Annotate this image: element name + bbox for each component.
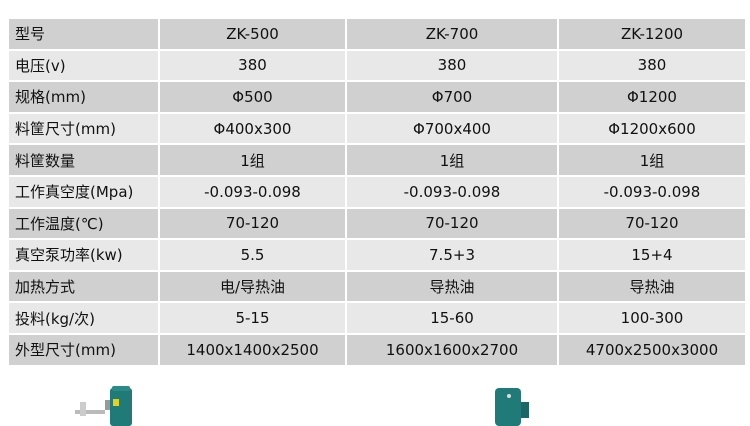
row-label: 外型尺寸(mm) xyxy=(7,332,160,367)
row-label: 料筐尺寸(mm) xyxy=(7,111,160,146)
cell-zk-500: 电/导热油 xyxy=(158,269,347,304)
row-label: 工作温度(℃) xyxy=(7,206,160,241)
vacuum-pump-image-left xyxy=(75,386,132,426)
cell-zk-1200: 380 xyxy=(557,48,747,83)
spec-table: 型号 ZK-500 ZK-700 ZK-1200 电压(v) 380 380 380 规格(mm… xyxy=(7,17,747,367)
row-label: 加热方式 xyxy=(7,269,160,304)
table-row: 工作温度(℃) 70-120 70-120 70-120 xyxy=(7,206,747,241)
cell-zk-500: 5.5 xyxy=(158,238,347,272)
row-label: 工作真空度(Mpa) xyxy=(7,174,160,209)
row-label: 电压(v) xyxy=(7,48,160,83)
cell-zk-500: 380 xyxy=(158,48,347,83)
cell-zk-700: -0.093-0.098 xyxy=(345,174,559,209)
table-row: 投料(kg/次) 5-15 15-60 100-300 xyxy=(7,301,747,335)
row-label: 料筐数量 xyxy=(7,143,160,177)
cell-zk-1200: -0.093-0.098 xyxy=(557,174,747,209)
cell-zk-700: 70-120 xyxy=(345,206,559,241)
table-row: 料筐尺寸(mm) Φ400x300 Φ700x400 Φ1200x600 xyxy=(7,111,747,146)
table-row: 规格(mm) Φ500 Φ700 Φ1200 xyxy=(7,80,747,114)
cell-zk-1200: 1组 xyxy=(557,143,747,177)
cell-zk-700: ZK-700 xyxy=(345,17,559,51)
cell-zk-700: Φ700x400 xyxy=(345,111,559,146)
cell-zk-500: 1组 xyxy=(158,143,347,177)
table-row: 电压(v) 380 380 380 xyxy=(7,48,747,83)
cell-zk-1200: 70-120 xyxy=(557,206,747,241)
cell-zk-700: 7.5+3 xyxy=(345,238,559,272)
cell-zk-500: Φ500 xyxy=(158,80,347,114)
cell-zk-1200: 15+4 xyxy=(557,238,747,272)
cell-zk-700: 15-60 xyxy=(345,301,559,335)
cell-zk-700: 导热油 xyxy=(345,269,559,304)
cell-zk-1200: Φ1200 xyxy=(557,80,747,114)
cell-zk-700: 1组 xyxy=(345,143,559,177)
table-row: 加热方式 电/导热油 导热油 导热油 xyxy=(7,269,747,304)
cell-zk-500: 70-120 xyxy=(158,206,347,241)
cell-zk-1200: ZK-1200 xyxy=(557,17,747,51)
table-row: 工作真空度(Mpa) -0.093-0.098 -0.093-0.098 -0.093… xyxy=(7,174,747,209)
cell-zk-500: ZK-500 xyxy=(158,17,347,51)
table-row: 真空泵功率(kw) 5.5 7.5+3 15+4 xyxy=(7,238,747,272)
row-label: 规格(mm) xyxy=(7,80,160,114)
cell-zk-700: Φ700 xyxy=(345,80,559,114)
row-label: 投料(kg/次) xyxy=(7,301,160,335)
cell-zk-700: 380 xyxy=(345,48,559,83)
table-row: 外型尺寸(mm) 1400x1400x2500 1600x1600x2700 4700… xyxy=(7,332,747,367)
cell-zk-700: 1600x1600x2700 xyxy=(345,332,559,367)
row-label: 真空泵功率(kw) xyxy=(7,238,160,272)
cell-zk-1200: 100-300 xyxy=(557,301,747,335)
cell-zk-500: 1400x1400x2500 xyxy=(158,332,347,367)
table-row: 料筐数量 1组 1组 1组 xyxy=(7,143,747,177)
cell-zk-500: 5-15 xyxy=(158,301,347,335)
cell-zk-1200: 4700x2500x3000 xyxy=(557,332,747,367)
vacuum-pump-image-right xyxy=(495,388,529,426)
cell-zk-500: Φ400x300 xyxy=(158,111,347,146)
table-row: 型号 ZK-500 ZK-700 ZK-1200 xyxy=(7,17,747,51)
row-label: 型号 xyxy=(7,17,160,51)
cell-zk-1200: 导热油 xyxy=(557,269,747,304)
cell-zk-1200: Φ1200x600 xyxy=(557,111,747,146)
cell-zk-500: -0.093-0.098 xyxy=(158,174,347,209)
